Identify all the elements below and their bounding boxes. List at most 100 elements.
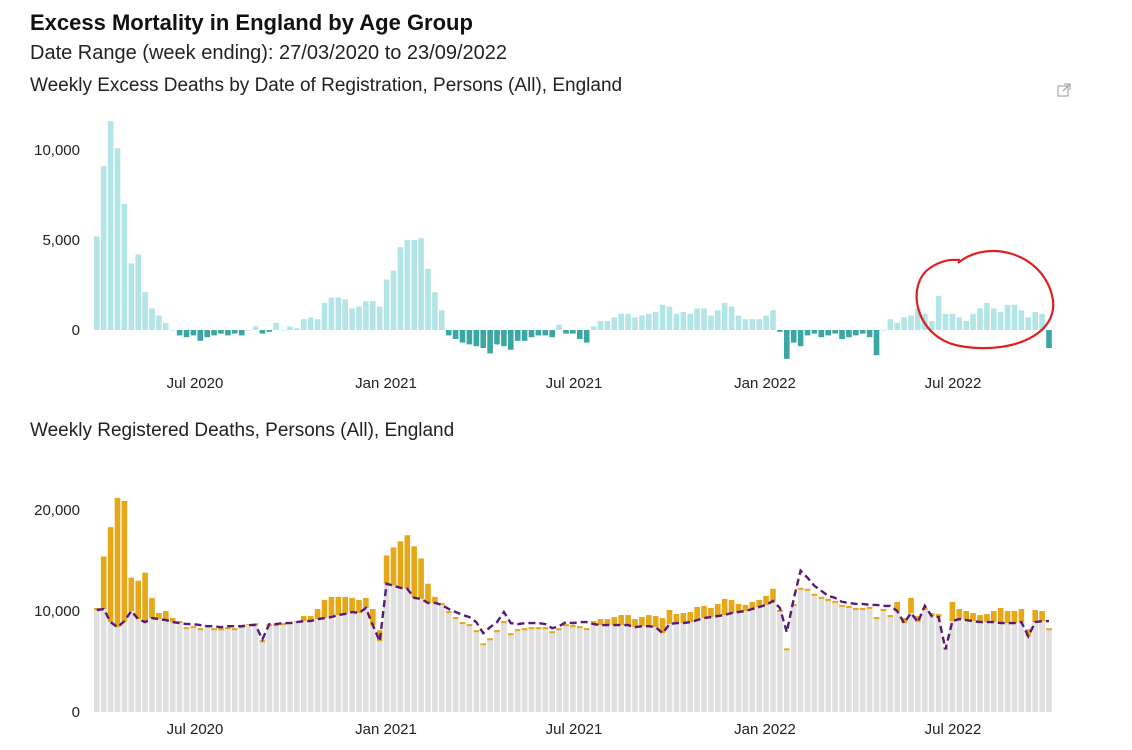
registered-marker [452,617,459,620]
baseline-bar [922,607,928,712]
baseline-bar [597,625,604,712]
y-tick-label: 10,000 [34,142,80,159]
excess-segment [597,619,604,626]
excess-bar [508,330,514,350]
registered-marker [197,628,204,631]
baseline-bar [218,628,224,712]
x-tick-label: Jul 2021 [546,375,603,392]
baseline-bar [232,628,238,712]
excess-bar [604,321,611,330]
excess-segment [618,615,624,626]
excess-segment [908,597,914,614]
excess-bar [404,240,411,330]
baseline-bar [356,613,362,712]
excess-segment [611,617,618,626]
excess-bar [349,308,355,330]
baseline-bar [452,617,459,712]
registered-marker [528,627,535,630]
baseline-bar [425,602,431,712]
excess-bar [445,330,452,336]
excess-bar [466,330,473,345]
registered-marker [514,629,521,632]
excess-bar [659,304,666,330]
excess-segment [363,597,369,608]
excess-bar [777,330,783,332]
excess-segment [977,615,983,623]
baseline-bar [508,633,514,712]
excess-bar [501,330,507,347]
excess-bar [563,330,569,334]
baseline-bar [314,619,321,712]
excess-bar [356,306,362,330]
baseline-bar [673,623,680,712]
baseline-bar [225,627,231,712]
excess-segment [156,613,162,620]
excess-bar [646,313,652,330]
baseline-bar [335,615,342,712]
baseline-bar [701,618,707,712]
x-tick-label: Jul 2022 [925,375,982,392]
expand-icon[interactable] [1056,82,1072,98]
excess-segment [935,614,942,618]
date-range-subtitle: Date Range (week ending): 27/03/2020 to … [30,42,508,64]
baseline-bar [273,624,279,712]
baseline-bar [853,607,859,712]
excess-bar [238,330,245,336]
baseline-bar [383,583,390,712]
baseline-bar [749,608,756,712]
excess-bar [935,295,942,330]
registered-marker [880,608,887,611]
excess-bar [1039,313,1045,330]
baseline-bar [618,625,624,712]
excess-bar [556,324,562,330]
excess-segment [659,618,666,634]
excess-segment [728,599,735,614]
excess-bar [307,317,314,330]
excess-bar [314,319,321,330]
excess-bar [169,330,176,331]
excess-segment [735,603,742,613]
baseline-bar [825,598,831,712]
x-tick-label: Jan 2021 [355,375,417,392]
excess-bar [418,238,424,330]
excess-bar [432,292,438,330]
excess-bar [590,326,597,330]
registered-marker [832,600,838,603]
baseline-bar [342,614,348,712]
registered-marker [501,621,507,624]
excess-bar [583,330,590,343]
excess-bar [928,321,935,330]
excess-bar [763,315,769,330]
excess-bar [715,310,721,330]
excess-bar [908,315,914,330]
baseline-bar [570,625,576,712]
excess-segment [335,596,342,616]
baseline-bar [928,616,935,712]
excess-bar [618,313,624,330]
baseline-bar [535,627,542,712]
baseline-bar [397,587,404,712]
registered-deaths-chart: 20,000 10,000 0 Jul 2020 Jan 2021 Jul 2021 Jan… [34,497,1052,738]
baseline-bar [404,588,411,712]
excess-bar [259,330,266,334]
excess-bar [114,148,121,330]
excess-bar [666,306,673,330]
excess-segment [114,497,121,628]
baseline-bar [632,627,638,712]
excess-bar [839,330,845,339]
y-tick-label: 0 [72,322,80,339]
registered-marker [873,617,880,620]
baseline-bar [846,605,852,712]
baseline-bar [238,626,245,712]
registered-marker [190,626,197,629]
registered-marker [846,605,852,608]
baseline-bar [473,630,480,712]
baseline-bar [949,621,956,712]
registered-marker [459,622,466,625]
baseline-bar [156,619,162,712]
excess-bar [832,330,838,334]
baseline-bar [121,621,128,712]
baseline-bar [832,600,838,712]
excess-segment [1039,611,1045,622]
excess-segment [100,556,107,609]
